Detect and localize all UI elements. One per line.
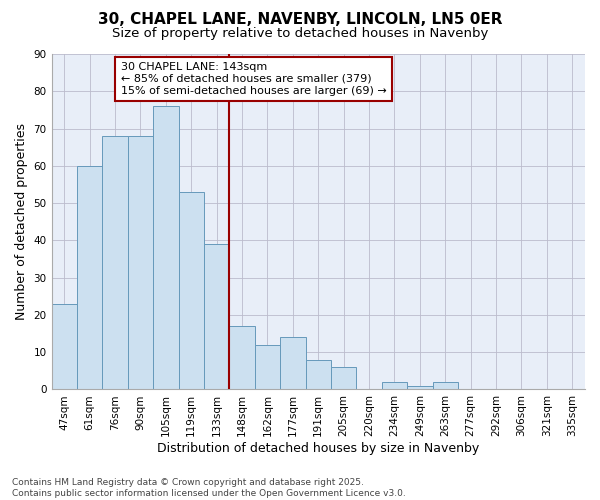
Bar <box>331 367 356 390</box>
X-axis label: Distribution of detached houses by size in Navenby: Distribution of detached houses by size … <box>157 442 479 455</box>
Bar <box>229 326 255 390</box>
Bar <box>382 382 407 390</box>
Bar <box>407 386 433 390</box>
Bar <box>103 136 128 390</box>
Bar <box>255 344 280 390</box>
Bar <box>153 106 179 390</box>
Text: 30, CHAPEL LANE, NAVENBY, LINCOLN, LN5 0ER: 30, CHAPEL LANE, NAVENBY, LINCOLN, LN5 0… <box>98 12 502 28</box>
Bar <box>280 338 305 390</box>
Bar <box>305 360 331 390</box>
Y-axis label: Number of detached properties: Number of detached properties <box>15 123 28 320</box>
Bar <box>433 382 458 390</box>
Text: Contains HM Land Registry data © Crown copyright and database right 2025.
Contai: Contains HM Land Registry data © Crown c… <box>12 478 406 498</box>
Text: 30 CHAPEL LANE: 143sqm
← 85% of detached houses are smaller (379)
15% of semi-de: 30 CHAPEL LANE: 143sqm ← 85% of detached… <box>121 62 386 96</box>
Text: Size of property relative to detached houses in Navenby: Size of property relative to detached ho… <box>112 28 488 40</box>
Bar <box>128 136 153 390</box>
Bar <box>77 166 103 390</box>
Bar <box>179 192 204 390</box>
Bar <box>204 244 229 390</box>
Bar <box>52 304 77 390</box>
